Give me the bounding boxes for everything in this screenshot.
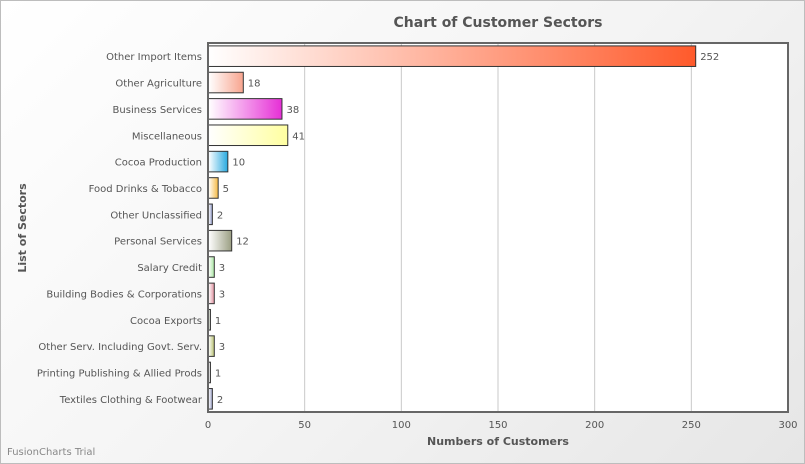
data-label: 12	[236, 237, 249, 248]
plot-border	[207, 42, 789, 413]
x-tick-label: 300	[778, 420, 797, 431]
category-label: Cocoa Production	[115, 158, 202, 169]
x-tick-label: 0	[205, 420, 211, 431]
category-label: Personal Services	[114, 237, 202, 248]
data-label: 252	[700, 52, 719, 63]
category-label: Cocoa Exports	[130, 316, 202, 327]
data-label: 3	[219, 263, 225, 274]
bar[interactable]	[208, 124, 289, 147]
data-label: 3	[219, 342, 225, 353]
data-label: 41	[292, 131, 305, 142]
category-label: Building Bodies & Corporations	[46, 289, 202, 300]
bar[interactable]	[208, 256, 215, 278]
category-label: Business Services	[113, 105, 202, 116]
x-tick-label: 100	[392, 420, 411, 431]
x-axis-title: Numbers of Customers	[427, 435, 569, 448]
data-label: 1	[215, 316, 221, 327]
bar[interactable]	[208, 282, 215, 305]
bar[interactable]	[208, 71, 244, 94]
x-tick-label: 200	[585, 420, 604, 431]
bar[interactable]	[208, 388, 213, 410]
data-label: 2	[217, 210, 223, 221]
bar[interactable]	[208, 229, 233, 252]
category-label: Other Agriculture	[115, 79, 202, 90]
x-tick-label: 250	[682, 420, 701, 431]
bars	[208, 45, 697, 410]
chart-title: Chart of Customer Sectors	[394, 15, 603, 31]
bar[interactable]	[208, 335, 215, 357]
data-label: 1	[215, 368, 221, 379]
category-label: Other Unclassified	[110, 210, 202, 221]
data-label: 18	[248, 79, 261, 90]
category-label: Salary Credit	[137, 263, 202, 274]
category-label: Other Serv. Including Govt. Serv.	[38, 342, 202, 353]
category-label: Miscellaneous	[132, 131, 202, 142]
gridlines	[304, 43, 692, 412]
category-label: Other Import Items	[106, 52, 202, 63]
data-label: 10	[232, 158, 245, 169]
category-labels: Other Import Items Other Agriculture Busin…	[37, 52, 203, 406]
y-axis-title: List of Sectors	[16, 183, 29, 273]
x-tick-label: 150	[488, 420, 507, 431]
x-tick-label: 50	[298, 420, 311, 431]
bar[interactable]	[208, 203, 213, 226]
data-label: 3	[219, 289, 225, 300]
bar[interactable]	[208, 98, 283, 120]
x-tick-labels: 0 50 100 150 200 250 300	[205, 420, 798, 431]
bar[interactable]	[208, 45, 697, 67]
watermark: FusionCharts Trial	[7, 447, 96, 458]
data-label: 38	[286, 105, 299, 116]
bar[interactable]	[208, 177, 219, 199]
category-label: Printing Publishing & Allied Prods	[37, 368, 202, 379]
category-label: Textiles Clothing & Footwear	[59, 395, 203, 406]
bar[interactable]	[208, 150, 229, 173]
data-label: 2	[217, 395, 223, 406]
data-label: 5	[223, 184, 229, 195]
category-label: Food Drinks & Tobacco	[89, 184, 202, 195]
